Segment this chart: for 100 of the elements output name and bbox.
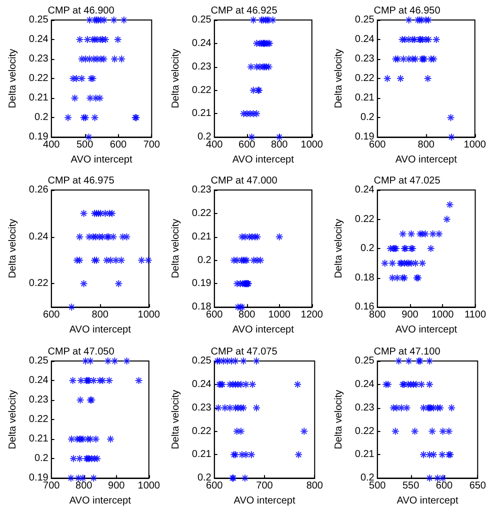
y-tick-label: 0.2 — [197, 255, 212, 266]
x-tick-label: 600 — [206, 310, 224, 321]
y-tick-label: 0.2 — [34, 452, 49, 464]
y-tick-label: 0.21 — [354, 448, 375, 460]
chart-title: CMP at 46.900 — [48, 6, 115, 16]
x-tick-label: 600 — [110, 140, 128, 151]
y-tick-label: 0.21 — [192, 448, 212, 460]
x-tick-label: 900 — [402, 310, 419, 321]
y-tick-label: 0.25 — [192, 14, 212, 26]
y-tick-label: 0.23 — [354, 402, 375, 413]
y-tick-label: 0.22 — [192, 208, 212, 220]
x-axis-title: AVO intercept — [396, 495, 458, 506]
x-tick-label: 600 — [43, 310, 60, 321]
y-tick-label: 0.26 — [28, 184, 49, 196]
x-tick-label: 1000 — [431, 310, 454, 321]
chart-title: CMP at 47.100 — [374, 346, 441, 358]
y-tick-label: 0.23 — [192, 61, 212, 72]
y-axis-title: Delta velocity — [8, 48, 18, 108]
x-axis-title: AVO intercept — [234, 495, 296, 506]
y-tick-label: 0.24 — [354, 34, 375, 46]
x-tick-label: 400 — [43, 140, 60, 151]
x-tick-label: 500 — [369, 480, 386, 492]
y-tick-label: 0.24 — [192, 38, 212, 49]
y-tick-label: 0.22 — [354, 425, 375, 436]
y-tick-label: 0.25 — [28, 14, 49, 26]
x-tick-label: 600 — [369, 140, 386, 151]
x-tick-label: 800 — [271, 140, 288, 151]
y-tick-label: 0.22 — [354, 214, 375, 226]
y-tick-label: 0.25 — [192, 355, 212, 366]
x-axis-title: AVO intercept — [396, 324, 458, 336]
y-tick-label: 0.21 — [28, 92, 49, 104]
x-tick-label: 1000 — [464, 140, 486, 151]
y-tick-label: 0.24 — [28, 374, 49, 386]
y-tick-label: 0.24 — [192, 378, 212, 390]
x-tick-label: 1000 — [300, 140, 324, 151]
x-tick-label: 1000 — [268, 310, 291, 321]
y-tick-label: 0.18 — [354, 272, 375, 284]
y-tick-label: 0.21 — [192, 232, 212, 243]
y-tick-label: 0.23 — [28, 54, 49, 65]
chart-title: CMP at 47.025 — [374, 176, 441, 187]
y-tick-label: 0.2 — [360, 243, 375, 254]
x-tick-label: 700 — [256, 480, 274, 492]
y-tick-label: 0.24 — [28, 232, 49, 243]
x-tick-label: 800 — [92, 310, 109, 321]
y-tick-label: 0.25 — [354, 14, 375, 26]
x-tick-label: 500 — [76, 140, 94, 151]
x-tick-label: 1000 — [138, 480, 160, 492]
x-tick-label: 700 — [143, 140, 160, 151]
x-tick-label: 600 — [238, 140, 256, 151]
x-tick-label: 800 — [418, 140, 435, 151]
chart-title: CMP at 46.925 — [210, 6, 278, 16]
x-axis-title: AVO intercept — [232, 324, 294, 336]
x-tick-label: 800 — [238, 310, 256, 321]
x-axis-title: AVO intercept — [395, 154, 458, 166]
chart-title: CMP at 47.050 — [48, 346, 115, 358]
y-tick-label: 0.23 — [192, 184, 212, 196]
x-tick-label: 900 — [108, 480, 126, 492]
y-tick-label: 0.24 — [354, 378, 375, 390]
y-tick-label: 0.21 — [192, 108, 212, 120]
chart-title: CMP at 46.975 — [48, 176, 115, 187]
y-axis-title: Delta velocity — [334, 389, 344, 449]
x-tick-label: 800 — [76, 480, 93, 492]
x-tick-label: 550 — [402, 480, 420, 492]
x-tick-label: 600 — [206, 480, 224, 492]
y-axis-title: Delta velocity — [170, 219, 182, 279]
y-tick-label: 0.2 — [34, 112, 49, 124]
y-tick-label: 0.22 — [28, 73, 49, 84]
y-axis-title: Delta velocity — [170, 389, 182, 449]
y-tick-label: 0.25 — [354, 355, 375, 366]
y-tick-label: 0.22 — [192, 84, 212, 96]
y-tick-label: 0.22 — [28, 414, 49, 425]
x-tick-label: 700 — [43, 480, 60, 492]
y-tick-label: 0.21 — [28, 433, 49, 444]
x-axis-title: AVO intercept — [69, 324, 132, 336]
x-tick-label: 1100 — [464, 310, 486, 321]
x-tick-label: 800 — [306, 480, 324, 492]
x-axis-title: AVO intercept — [70, 154, 132, 166]
y-tick-label: 0.22 — [354, 73, 375, 84]
y-axis-title: Delta velocity — [8, 389, 18, 449]
y-tick-label: 0.22 — [192, 425, 212, 436]
x-tick-label: 650 — [469, 480, 486, 492]
y-tick-label: 0.23 — [354, 54, 375, 65]
x-tick-label: 600 — [436, 480, 454, 492]
x-tick-label: 1200 — [300, 310, 324, 321]
y-axis-title: Delta velocity — [334, 219, 344, 279]
x-axis-title: AVO intercept — [232, 154, 294, 166]
y-tick-label: 0.24 — [28, 34, 49, 46]
x-axis-title: AVO intercept — [69, 495, 132, 506]
x-tick-label: 800 — [369, 310, 386, 321]
x-tick-label: 400 — [206, 140, 224, 151]
y-axis-title: Delta velocity — [8, 219, 18, 279]
y-tick-label: 0.24 — [354, 184, 375, 196]
y-tick-label: 0.22 — [28, 278, 49, 290]
x-tick-label: 1000 — [138, 310, 160, 321]
chart-title: CMP at 47.075 — [210, 346, 278, 358]
chart-title: CMP at 46.950 — [374, 6, 441, 16]
y-tick-label: 0.21 — [354, 92, 375, 104]
y-axis-title: Delta velocity — [334, 48, 344, 108]
y-axis-title: Delta velocity — [170, 48, 182, 108]
y-tick-label: 0.25 — [28, 355, 49, 366]
